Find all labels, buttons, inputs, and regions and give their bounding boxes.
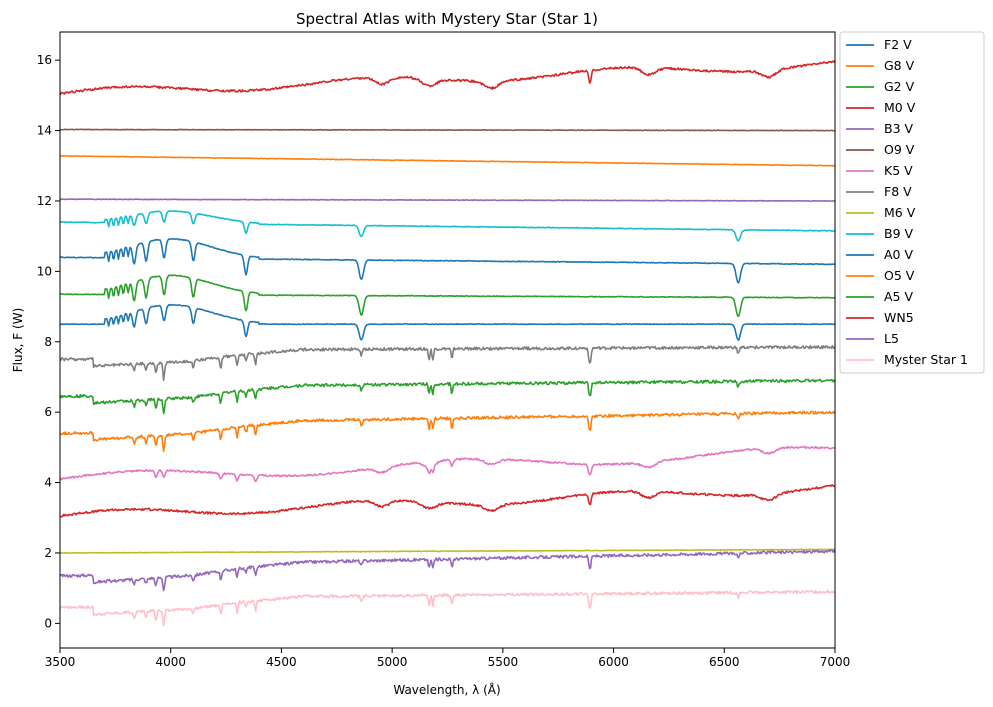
x-tick-label: 5000 [377, 655, 408, 669]
x-axis-label: Wavelength, λ (Å) [393, 682, 500, 697]
series-line-13 [59, 274, 836, 318]
y-tick-label: 16 [37, 53, 52, 67]
y-tick-label: 4 [44, 476, 52, 490]
series-line-3 [59, 378, 836, 415]
series-line-5 [59, 198, 836, 202]
series-line-7 [59, 445, 836, 483]
legend-entry-label: WN5 [884, 310, 914, 325]
legend-frame [839, 31, 985, 374]
legend-entry-label: M6 V [884, 205, 916, 220]
y-tick-label: 0 [44, 616, 52, 630]
y-tick-label: 14 [37, 124, 52, 138]
x-tick-label: 6000 [598, 655, 629, 669]
legend-entry-label: K5 V [884, 163, 913, 178]
y-axis-ticks: 0 2 4 6 8 10 12 14 16 [37, 53, 60, 630]
legend-entry-label: M0 V [884, 100, 916, 115]
series-line-6 [59, 128, 836, 132]
x-tick-label: 6500 [709, 655, 740, 669]
x-tick-label: 4000 [155, 655, 186, 669]
y-tick-label: 12 [37, 194, 52, 208]
plot-lines [59, 60, 836, 627]
y-tick-label: 6 [44, 405, 52, 419]
plot-frame [59, 31, 836, 649]
series-line-14 [59, 60, 836, 96]
legend-entry-label: B9 V [884, 226, 914, 241]
legend: F2 V G8 V G2 V M0 V B3 V O9 V K5 V F8 V M6 V B9 V… [839, 31, 985, 374]
series-line-12 [59, 154, 836, 167]
legend-entry-label: O5 V [884, 268, 915, 283]
series-line-8 [59, 344, 836, 382]
legend-entry-label: O9 V [884, 142, 915, 157]
legend-entry-label: A0 V [884, 247, 913, 262]
series-line-4 [59, 484, 836, 518]
legend-entry-label: F8 V [884, 184, 912, 199]
y-axis-label: Flux, F (W) [11, 308, 25, 373]
x-tick-label: 5500 [488, 655, 519, 669]
y-tick-label: 10 [37, 264, 52, 278]
legend-entry-label: G8 V [884, 58, 915, 73]
series-line-11 [59, 237, 836, 284]
chart-title: Spectral Atlas with Mystery Star (Star 1… [296, 10, 598, 28]
legend-entry-label: F2 V [884, 37, 912, 52]
legend-entry-label: A5 V [884, 289, 913, 304]
x-tick-label: 7000 [820, 655, 851, 669]
series-line-16 [59, 589, 836, 627]
x-tick-label: 3500 [45, 655, 76, 669]
series-line-9 [60, 548, 836, 554]
y-tick-label: 2 [44, 546, 52, 560]
series-line-15 [59, 549, 836, 592]
series-line-1 [59, 303, 836, 341]
series-line-10 [59, 210, 836, 242]
legend-entry-label: L5 [884, 331, 899, 346]
legend-entry-label: G2 V [884, 79, 915, 94]
legend-entry-label: B3 V [884, 121, 914, 136]
x-axis-ticks: 3500 4000 4500 5000 5500 6000 6500 7000 [45, 648, 851, 669]
series-line-2 [59, 410, 836, 453]
x-tick-label: 4500 [266, 655, 297, 669]
y-tick-label: 8 [44, 335, 52, 349]
legend-entry-label: Myster Star 1 [884, 352, 968, 367]
